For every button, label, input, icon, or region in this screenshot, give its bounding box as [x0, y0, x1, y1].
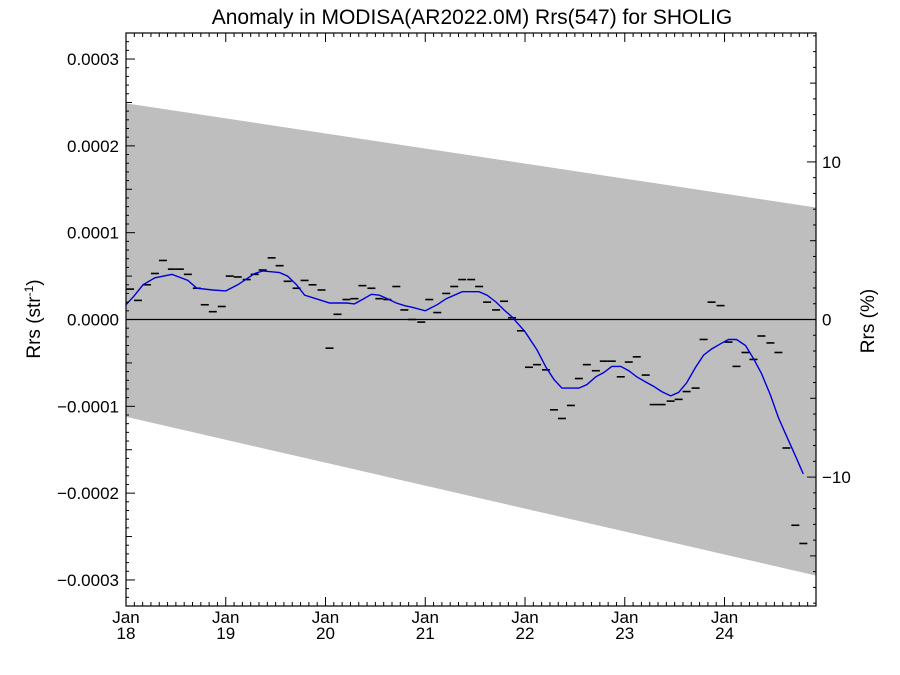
x-tick-label-year: 21: [416, 624, 435, 643]
smoothed-series-line: [125, 270, 804, 475]
y-right-tick-label: 0: [822, 311, 831, 330]
uncertainty-band: [126, 103, 816, 576]
x-tick-label-month: Jan: [312, 608, 339, 627]
x-tick-label-month: Jan: [412, 608, 439, 627]
x-tick-label-year: 23: [615, 624, 634, 643]
y-axis-label-left: Rrs (str-1): [22, 279, 45, 358]
y-right-tick-label: 10: [822, 153, 841, 172]
x-tick-label-month: Jan: [611, 608, 638, 627]
y-axis-label-right: Rrs (%): [858, 289, 879, 353]
plot-area: 0.0003 0.0002 0.0001 0.0000 −0.0001 −0.0002 −0…: [57, 32, 851, 643]
chart-title: Anomaly in MODISA(AR2022.0M) Rrs(547) fo…: [212, 6, 733, 29]
y-tick-label: 0.0003: [67, 50, 119, 69]
x-tick-label-month: Jan: [212, 608, 239, 627]
x-tick-label-year: 24: [715, 624, 734, 643]
y-tick-label: −0.0001: [57, 397, 119, 416]
y-tick-label: −0.0003: [57, 571, 119, 590]
x-tick-label-month: Jan: [112, 608, 139, 627]
x-tick-label-month: Jan: [511, 608, 538, 627]
y-tick-label: −0.0002: [57, 484, 119, 503]
y-right-tick-label: −10: [822, 468, 851, 487]
y-tick-label: 0.0001: [67, 224, 119, 243]
y-tick-label: 0.0000: [67, 311, 119, 330]
x-tick-label-month: Jan: [711, 608, 738, 627]
x-tick-label-year: 18: [117, 624, 136, 643]
x-tick-label-year: 22: [516, 624, 535, 643]
y-tick-label: 0.0002: [67, 137, 119, 156]
x-tick-label-year: 19: [216, 624, 235, 643]
x-tick-label-year: 20: [316, 624, 335, 643]
